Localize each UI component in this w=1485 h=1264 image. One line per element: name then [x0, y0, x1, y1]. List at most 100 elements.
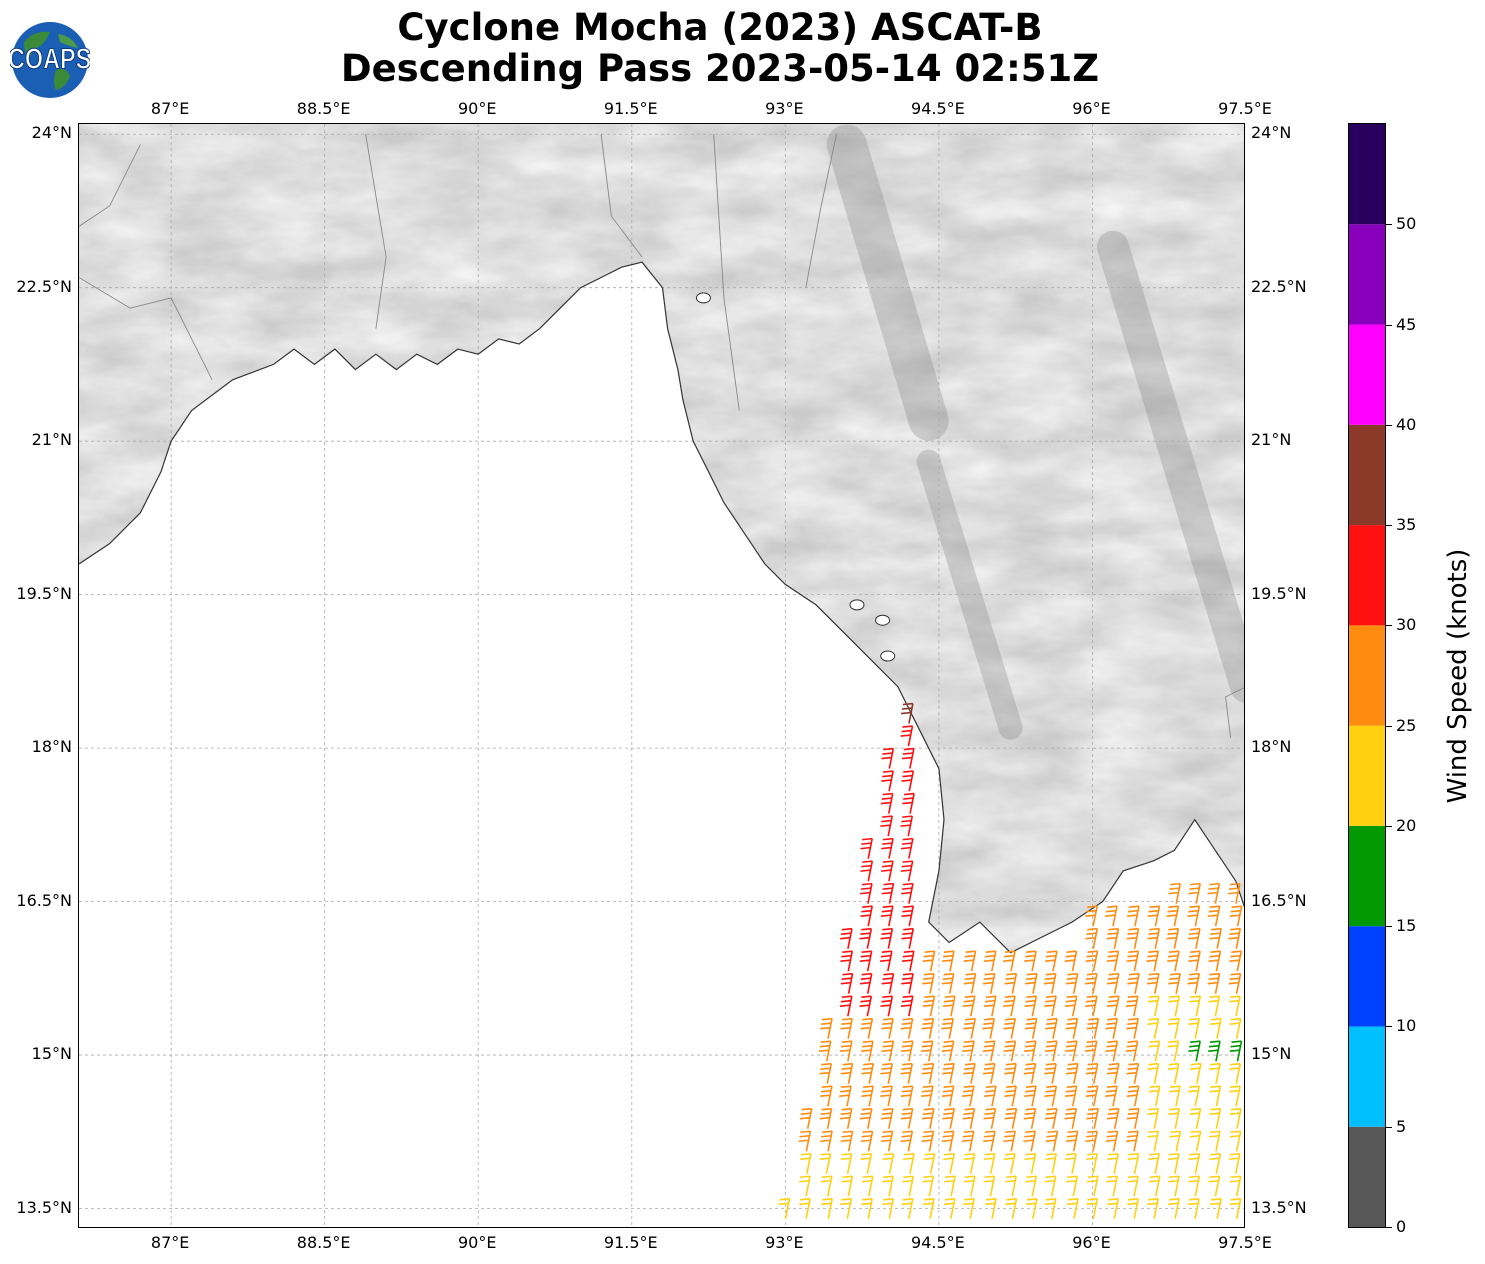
- wind-barb: [901, 906, 913, 926]
- wind-barb: [901, 771, 913, 791]
- colorbar-tick-label: 0: [1396, 1218, 1406, 1236]
- wind-barb: [860, 974, 872, 994]
- lat-tick-label-right: 19.5°N: [1251, 585, 1307, 603]
- colorbar-tick-mark: [1386, 1227, 1392, 1228]
- wind-barb: [1127, 906, 1139, 926]
- wind-barb: [881, 861, 893, 881]
- wind-barb: [1044, 1064, 1056, 1084]
- wind-barb: [1025, 996, 1037, 1016]
- wind-barb: [962, 1041, 974, 1061]
- wind-barb: [1003, 1131, 1015, 1151]
- wind-barb: [901, 726, 913, 746]
- wind-barb: [860, 906, 872, 926]
- wind-barb: [901, 996, 913, 1016]
- wind-barb: [984, 1109, 996, 1129]
- wind-barb: [983, 1064, 995, 1084]
- lat-tick-label-right: 21°N: [1251, 431, 1291, 449]
- wind-barb: [963, 996, 975, 1016]
- wind-barb: [1127, 1176, 1138, 1196]
- wind-barb: [1066, 1064, 1078, 1084]
- wind-barb: [861, 1086, 873, 1106]
- lon-tick-label-bottom: 96°E: [1072, 1234, 1110, 1252]
- lat-tick-label-right: 18°N: [1251, 738, 1291, 756]
- colorbar-bin: [1349, 525, 1385, 625]
- wind-barb: [1167, 951, 1179, 971]
- wind-barb: [800, 1109, 812, 1129]
- colorbar-tick-label: 20: [1396, 817, 1416, 835]
- wind-barb: [964, 1154, 975, 1174]
- lon-tick-label-bottom: 88.5°E: [297, 1234, 351, 1252]
- wind-barb: [1105, 1019, 1117, 1039]
- colorbar-bin: [1349, 124, 1385, 224]
- wind-barb: [1229, 996, 1240, 1016]
- wind-barb: [1086, 1086, 1098, 1106]
- wind-barb: [1126, 1131, 1138, 1151]
- wind-barb: [841, 1131, 853, 1151]
- wind-barb: [840, 929, 852, 949]
- wind-barb: [820, 1086, 832, 1106]
- wind-barb: [922, 1131, 934, 1151]
- wind-barb: [1044, 996, 1056, 1016]
- lat-tick-label-right: 13.5°N: [1251, 1199, 1307, 1217]
- wind-barb: [1208, 1041, 1220, 1061]
- wind-barb: [901, 861, 913, 881]
- wind-barb: [819, 1041, 831, 1061]
- colorbar-tick-label: 25: [1396, 717, 1416, 735]
- wind-barb: [1147, 1131, 1158, 1151]
- wind-barb: [1045, 1019, 1057, 1039]
- wind-barb: [1107, 996, 1119, 1016]
- wind-barb: [1046, 1131, 1058, 1151]
- wind-barb: [1065, 1041, 1077, 1061]
- wind-barb: [881, 839, 893, 859]
- wind-barb: [964, 1176, 975, 1196]
- wind-barb: [840, 996, 852, 1016]
- wind-barb: [1209, 1154, 1220, 1174]
- wind-barb: [1229, 951, 1241, 971]
- wind-barb: [882, 884, 894, 904]
- wind-barb: [1188, 929, 1200, 949]
- lat-tick-label-left: 24°N: [32, 124, 72, 142]
- wind-barb: [1107, 974, 1119, 994]
- wind-barb: [1107, 1109, 1119, 1129]
- wind-barb: [1024, 1041, 1036, 1061]
- wind-barb: [1230, 1041, 1242, 1061]
- wind-barb: [1005, 1176, 1016, 1196]
- wind-barb: [942, 1064, 954, 1084]
- wind-barb: [1003, 1019, 1015, 1039]
- wind-barb: [1188, 1176, 1199, 1196]
- wind-barb: [860, 839, 872, 859]
- wind-barb: [1230, 1176, 1241, 1196]
- wind-barb: [882, 749, 894, 769]
- lat-tick-label-left: 18°N: [32, 738, 72, 756]
- map-canvas: [79, 124, 1245, 1228]
- wind-barb: [984, 1086, 996, 1106]
- island: [696, 293, 710, 303]
- wind-barb: [1229, 1154, 1240, 1174]
- lon-tick-label-top: 94.5°E: [911, 100, 965, 118]
- colorbar-tick-label: 40: [1396, 416, 1416, 434]
- lon-tick-label-top: 97.5°E: [1218, 100, 1272, 118]
- wind-barb: [1128, 1154, 1139, 1174]
- wind-barb: [1107, 1064, 1119, 1084]
- wind-barb: [1147, 1064, 1158, 1084]
- wind-barb: [1127, 951, 1139, 971]
- wind-barb: [1208, 974, 1220, 994]
- wind-barb: [984, 1154, 995, 1174]
- wind-barb: [800, 1154, 811, 1174]
- wind-barb: [1167, 929, 1179, 949]
- colorbar: [1348, 123, 1386, 1228]
- wind-barb: [1045, 1041, 1057, 1061]
- wind-barb: [901, 884, 913, 904]
- wind-barb: [1024, 1109, 1036, 1129]
- wind-barb: [1085, 1131, 1097, 1151]
- wind-barb: [1003, 996, 1015, 1016]
- wind-barb: [1106, 1131, 1118, 1151]
- colorbar-tick-mark: [1386, 224, 1392, 225]
- wind-barb: [1024, 951, 1036, 971]
- wind-barb: [1004, 1086, 1016, 1106]
- wind-barb: [1105, 906, 1117, 926]
- wind-barb: [1149, 1041, 1160, 1061]
- wind-barb: [1064, 1109, 1076, 1129]
- wind-barb: [984, 951, 996, 971]
- wind-barb: [1024, 1064, 1036, 1084]
